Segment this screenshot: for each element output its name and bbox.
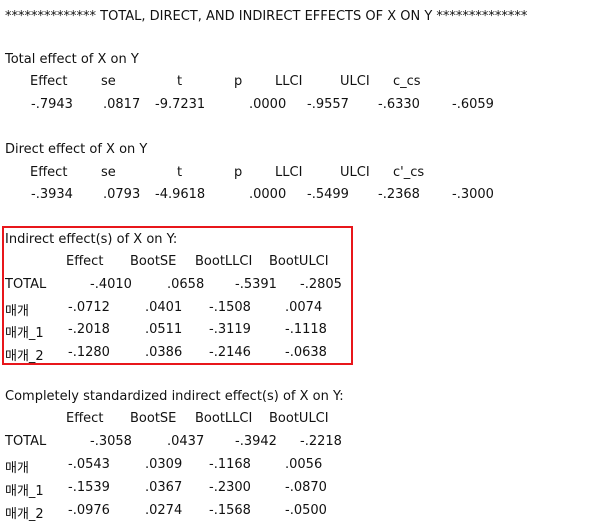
header-cell: BootULCI	[269, 411, 329, 426]
value-cell: .0386	[145, 345, 183, 360]
value-cell: -4.9618	[155, 187, 206, 202]
value-cell: -.3942	[235, 434, 277, 449]
header-cell: Effect	[66, 411, 104, 426]
value-cell: -.1539	[68, 480, 110, 495]
value-cell: .0511	[145, 322, 183, 337]
value-cell: -.3934	[31, 187, 73, 202]
value-cell: .0437	[167, 434, 205, 449]
value-cell: -.0543	[68, 457, 110, 472]
value-cell: -.7943	[31, 97, 73, 112]
header-cell: p	[234, 74, 243, 89]
header-cell: t	[177, 74, 183, 89]
value-cell: .0401	[145, 300, 183, 315]
header-cell: Effect	[30, 165, 68, 180]
value-cell: -.2805	[300, 277, 342, 292]
header-cell: c'_cs	[393, 165, 425, 180]
row-label: 매개	[5, 461, 29, 476]
highlight-box	[2, 226, 353, 365]
row-label: 매개_1	[5, 484, 44, 499]
value-cell: .0309	[145, 457, 183, 472]
row-label: TOTAL	[5, 434, 47, 449]
value-cell: -.3119	[209, 322, 251, 337]
value-cell: -.3000	[452, 187, 494, 202]
row-label: 매개_1	[5, 326, 44, 341]
value-cell: -.0638	[285, 345, 327, 360]
value-cell: -.0712	[68, 300, 110, 315]
row-label: 매개_2	[5, 349, 44, 364]
total-effect-title: Total effect of X on Y	[5, 52, 139, 67]
header-cell: se	[101, 74, 116, 89]
value-cell: -.2018	[68, 322, 110, 337]
value-cell: .0793	[103, 187, 141, 202]
header-cell: se	[101, 165, 116, 180]
header-cell: Effect	[30, 74, 68, 89]
value-cell: -.1568	[209, 503, 251, 518]
standardized-indirect-title: Completely standardized indirect effect(…	[5, 389, 344, 404]
value-cell: .0817	[103, 97, 141, 112]
header-cell: Effect	[66, 254, 104, 269]
value-cell: -.3058	[90, 434, 132, 449]
value-cell: -.1280	[68, 345, 110, 360]
value-cell: -.2368	[378, 187, 420, 202]
value-cell: -.9557	[307, 97, 349, 112]
row-label: 매개	[5, 304, 29, 319]
value-cell: -9.7231	[155, 97, 206, 112]
header-cell: BootSE	[130, 254, 177, 269]
value-cell: -.0870	[285, 480, 327, 495]
value-cell: .0658	[167, 277, 205, 292]
header-cell: BootULCI	[269, 254, 329, 269]
indirect-effect-title: Indirect effect(s) of X on Y:	[5, 232, 178, 247]
value-cell: -.1118	[285, 322, 327, 337]
header-cell: BootSE	[130, 411, 177, 426]
value-cell: -.4010	[90, 277, 132, 292]
header-cell: BootLLCI	[195, 411, 253, 426]
value-cell: .0074	[285, 300, 323, 315]
value-cell: .0000	[249, 187, 287, 202]
header-cell: t	[177, 165, 183, 180]
value-cell: -.2146	[209, 345, 251, 360]
header-cell: LLCI	[275, 165, 303, 180]
row-label: 매개_2	[5, 507, 44, 522]
row-label: TOTAL	[5, 277, 47, 292]
value-cell: -.1508	[209, 300, 251, 315]
header-cell: LLCI	[275, 74, 303, 89]
header-cell: p	[234, 165, 243, 180]
direct-effect-title: Direct effect of X on Y	[5, 142, 148, 157]
value-cell: -.2300	[209, 480, 251, 495]
header-cell: ULCI	[340, 74, 370, 89]
value-cell: -.1168	[209, 457, 251, 472]
value-cell: .0000	[249, 97, 287, 112]
value-cell: .0056	[285, 457, 323, 472]
value-cell: -.0976	[68, 503, 110, 518]
value-cell: -.2218	[300, 434, 342, 449]
value-cell: .0274	[145, 503, 183, 518]
section-heading: ************** TOTAL, DIRECT, AND INDIRE…	[5, 9, 528, 24]
value-cell: -.5499	[307, 187, 349, 202]
value-cell: -.6059	[452, 97, 494, 112]
header-cell: BootLLCI	[195, 254, 253, 269]
value-cell: -.0500	[285, 503, 327, 518]
value-cell: -.5391	[235, 277, 277, 292]
header-cell: ULCI	[340, 165, 370, 180]
header-cell: c_cs	[393, 74, 421, 89]
value-cell: -.6330	[378, 97, 420, 112]
value-cell: .0367	[145, 480, 183, 495]
